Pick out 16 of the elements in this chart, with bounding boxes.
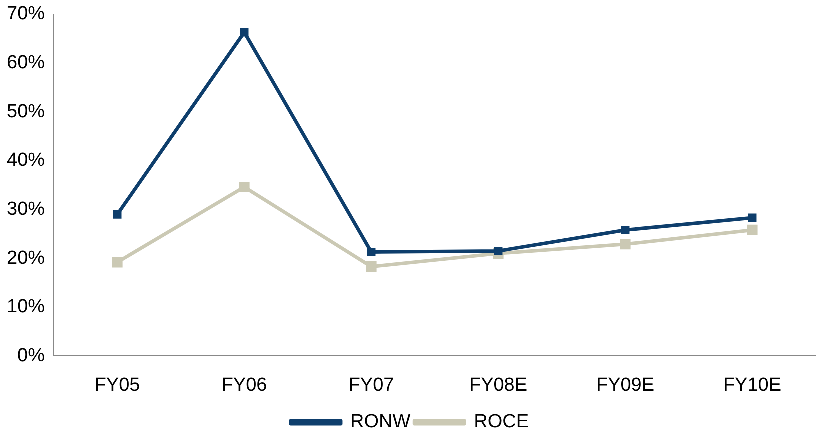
y-tick-label: 60% xyxy=(6,52,46,74)
x-tick-label: FY06 xyxy=(222,374,268,396)
y-tick-label: 10% xyxy=(6,296,46,318)
x-tick-label: FY09E xyxy=(596,374,655,396)
y-tick-label: 0% xyxy=(18,345,46,366)
legend-label: RONW xyxy=(350,412,411,433)
y-tick-label: 70% xyxy=(6,4,46,25)
y-tick-label: 20% xyxy=(6,248,46,269)
x-tick-label: FY10E xyxy=(723,374,782,396)
legend-label: ROCE xyxy=(474,412,530,433)
y-tick-label: 40% xyxy=(6,150,46,172)
x-tick-label: FY07 xyxy=(348,374,394,396)
y-tick-label: 30% xyxy=(6,198,46,220)
x-tick-label: FY08E xyxy=(469,374,528,396)
x-tick-label: FY05 xyxy=(94,374,140,396)
y-tick-label: 50% xyxy=(6,101,46,122)
